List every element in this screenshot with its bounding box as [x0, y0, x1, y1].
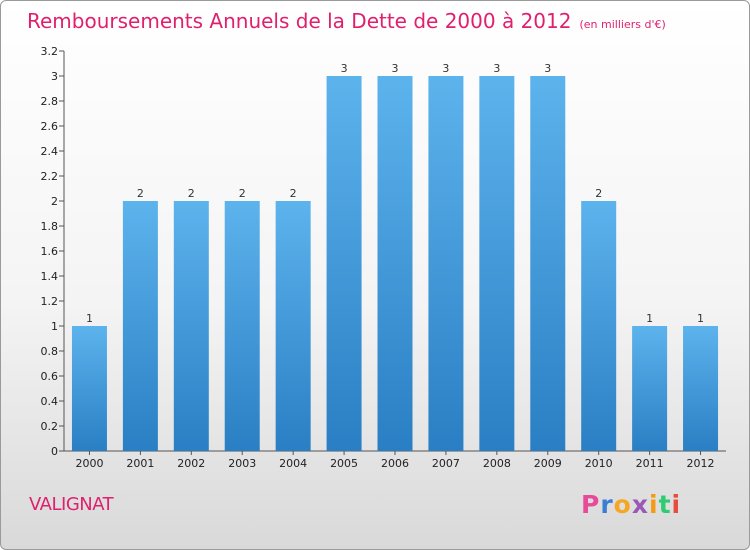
bar-2005	[326, 76, 362, 451]
x-tick-label-2001: 2001	[126, 457, 154, 470]
bar-2006	[377, 76, 413, 451]
data-label-2004: 2	[290, 187, 297, 200]
logo-letter: i	[671, 490, 682, 519]
commune-name: VALIGNAT	[29, 494, 114, 515]
bar-2010	[581, 201, 617, 451]
data-label-2007: 3	[442, 62, 449, 75]
bar-2002	[173, 201, 209, 451]
x-tick-label-2000: 2000	[75, 457, 103, 470]
y-tick-label: 1.4	[41, 270, 59, 283]
proxiti-logo[interactable]: Proxiti	[581, 490, 681, 519]
data-label-2011: 1	[646, 312, 653, 325]
data-label-2009: 3	[544, 62, 551, 75]
x-tick-label-2011: 2011	[636, 457, 664, 470]
bar-2011	[632, 326, 668, 451]
bar-2004	[275, 201, 311, 451]
x-tick-label-2009: 2009	[534, 457, 562, 470]
bar-2009	[530, 76, 566, 451]
chart-title-text: Remboursements Annuels de la Dette de 20…	[27, 9, 572, 33]
x-tick-label-2003: 2003	[228, 457, 256, 470]
bar-2003	[224, 201, 260, 451]
x-tick-label-2007: 2007	[432, 457, 460, 470]
logo-letter: o	[613, 490, 632, 519]
y-tick-label: 0.2	[41, 420, 59, 433]
y-tick-label: 0.4	[41, 395, 59, 408]
y-tick-label: 2.6	[41, 120, 59, 133]
data-label-2003: 2	[239, 187, 246, 200]
y-tick-label: 2.2	[41, 170, 59, 183]
x-tick-label-2002: 2002	[177, 457, 205, 470]
logo-letter: r	[600, 490, 614, 519]
x-tick-label-2004: 2004	[279, 457, 307, 470]
bar-2012	[683, 326, 719, 451]
chart-unit: (en milliers d'€)	[579, 18, 666, 31]
data-label-2010: 2	[595, 187, 602, 200]
data-label-2001: 2	[137, 187, 144, 200]
bar-2007	[428, 76, 464, 451]
bar-2001	[122, 201, 158, 451]
x-tick-label-2005: 2005	[330, 457, 358, 470]
data-label-2000: 1	[86, 312, 93, 325]
y-tick-label: 0.6	[41, 370, 59, 383]
y-tick-label: 1.8	[41, 220, 59, 233]
y-tick-label: 1.2	[41, 295, 59, 308]
y-tick-label: 2.8	[41, 95, 59, 108]
data-label-2005: 3	[341, 62, 348, 75]
y-tick-label: 3	[51, 70, 58, 83]
bar-2000	[71, 326, 107, 451]
x-tick-label-2006: 2006	[381, 457, 409, 470]
data-label-2002: 2	[188, 187, 195, 200]
bar-2008	[479, 76, 515, 451]
y-tick-label: 1.6	[41, 245, 59, 258]
logo-letter: x	[631, 490, 649, 519]
y-tick-label: 2	[51, 195, 58, 208]
chart-title: Remboursements Annuels de la Dette de 20…	[27, 9, 666, 33]
data-label-2012: 1	[697, 312, 704, 325]
logo-letter: P	[581, 490, 601, 519]
logo-letter: i	[649, 490, 659, 519]
y-tick-label: 0.8	[41, 345, 59, 358]
logo-letter: t	[658, 490, 672, 519]
x-tick-label-2012: 2012	[687, 457, 715, 470]
y-tick-label: 3.2	[41, 45, 59, 58]
data-label-2006: 3	[392, 62, 399, 75]
y-tick-label: 0	[51, 445, 58, 458]
x-tick-label-2010: 2010	[585, 457, 613, 470]
x-tick-label-2008: 2008	[483, 457, 511, 470]
data-label-2008: 3	[493, 62, 500, 75]
y-tick-label: 2.4	[41, 145, 59, 158]
y-tick-label: 1	[51, 320, 58, 333]
